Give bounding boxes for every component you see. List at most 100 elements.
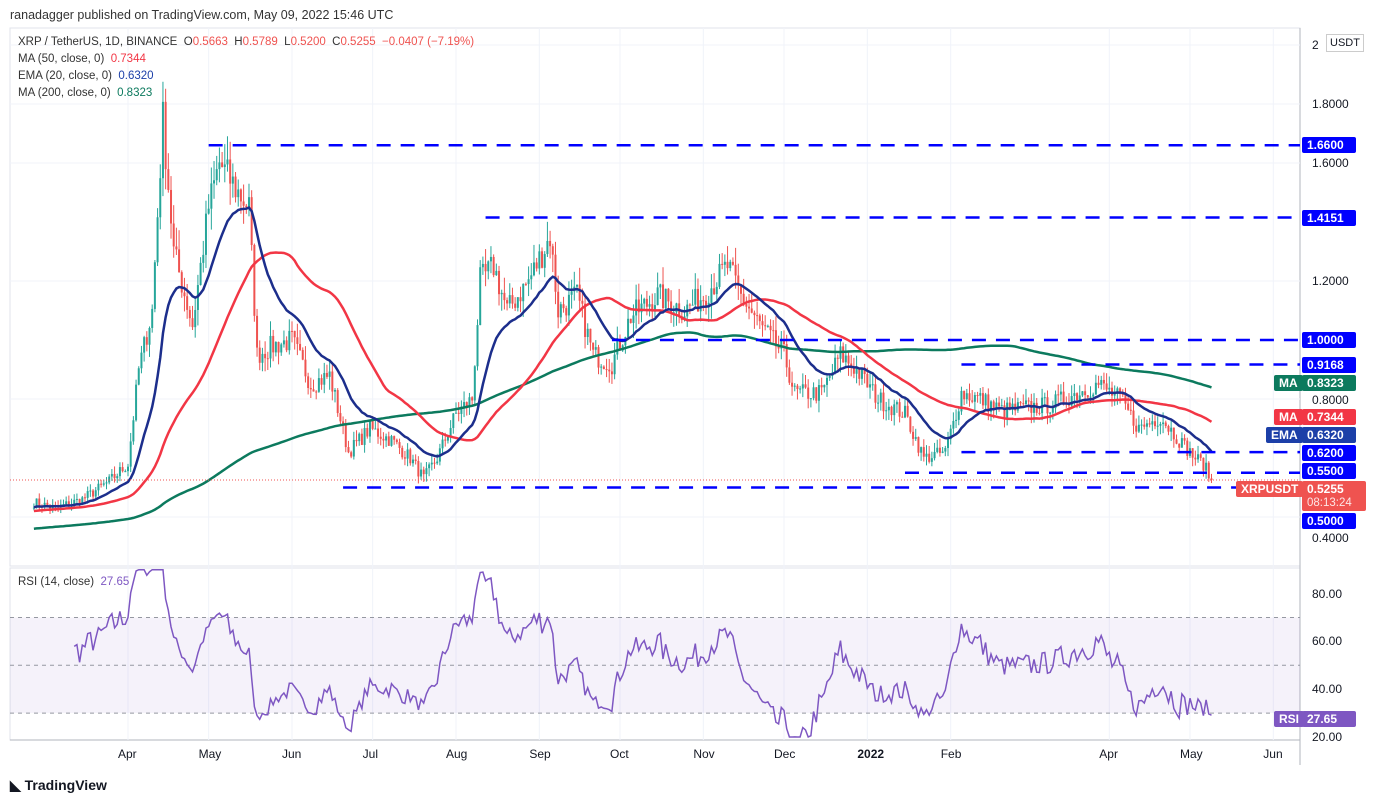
candle-body xyxy=(1145,423,1148,427)
candle-body xyxy=(554,254,557,292)
candle-body xyxy=(492,256,495,276)
candle-body xyxy=(422,469,425,475)
candle-body xyxy=(707,302,710,307)
rsi-tick-label: 60.00 xyxy=(1312,634,1343,649)
candle-body xyxy=(815,387,818,401)
candle-body xyxy=(764,325,767,327)
candle-body xyxy=(608,369,611,372)
candle-body xyxy=(675,303,678,313)
candle-body xyxy=(632,315,635,323)
candle-body xyxy=(514,303,517,308)
ma200-label: MA (200, close, 0) xyxy=(18,87,111,99)
candle-body xyxy=(178,249,181,273)
candle-body xyxy=(871,384,874,386)
candle-body xyxy=(428,464,431,469)
candle-body xyxy=(1172,427,1175,440)
candle-body xyxy=(65,501,68,505)
ma50-tag-name: MA xyxy=(1274,409,1303,425)
rsi-legend[interactable]: RSI (14, close) 27.65 xyxy=(18,576,129,588)
candle-body xyxy=(102,483,105,485)
level-price-tag: 1.0000 xyxy=(1302,332,1356,348)
candle-body xyxy=(86,491,89,498)
candle-body xyxy=(183,292,186,297)
candle-body xyxy=(696,288,699,312)
candle-body xyxy=(307,376,310,388)
candle-body xyxy=(524,283,527,285)
time-tick-label: 2022 xyxy=(857,747,885,761)
candle-body xyxy=(602,366,605,370)
price-tag: 0.5255 08:13:24 xyxy=(1302,481,1366,511)
candle-body xyxy=(543,254,546,268)
rsi-line xyxy=(73,568,1212,739)
candle-body xyxy=(323,372,326,385)
candle-body xyxy=(729,261,732,269)
candle-body xyxy=(1062,391,1065,404)
candle-body xyxy=(855,367,858,374)
candle-body xyxy=(597,347,600,368)
candle-body xyxy=(1162,422,1165,425)
candle-body xyxy=(1105,383,1108,390)
candle-body xyxy=(809,398,812,400)
candle-body xyxy=(406,449,409,459)
ema20-legend[interactable]: EMA (20, close, 0) 0.6320 xyxy=(18,70,154,82)
candle-body xyxy=(912,431,915,439)
candle-body xyxy=(627,318,630,338)
price-tick-label: 2 xyxy=(1312,38,1319,52)
ma200-tag-name: MA xyxy=(1274,375,1303,391)
candle-body xyxy=(898,402,901,417)
candle-body xyxy=(299,343,302,350)
currency-label[interactable]: USDT xyxy=(1326,34,1364,52)
candle-body xyxy=(1119,388,1122,394)
candle-body xyxy=(473,366,476,401)
candle-body xyxy=(653,305,656,312)
candle-body xyxy=(721,263,724,265)
candle-body xyxy=(116,476,119,479)
rsi-value: 27.65 xyxy=(100,576,130,588)
candle-body xyxy=(726,261,729,269)
candle-body xyxy=(1183,438,1186,441)
ma50-legend[interactable]: MA (50, close, 0) 0.7344 xyxy=(18,53,146,65)
candle-body xyxy=(893,404,896,416)
time-tick-label: May xyxy=(198,747,222,761)
candle-body xyxy=(151,308,154,328)
candle-body xyxy=(1097,382,1100,385)
candle-body xyxy=(511,295,514,304)
candle-body xyxy=(100,483,103,485)
brand-label: TradingView xyxy=(24,777,107,793)
candle-body xyxy=(998,402,1001,407)
candle-body xyxy=(1108,387,1111,390)
candle-body xyxy=(500,292,503,295)
candle-body xyxy=(890,406,893,416)
candle-body xyxy=(863,368,866,375)
candle-body xyxy=(610,371,613,375)
candle-body xyxy=(331,371,334,392)
candle-body xyxy=(325,372,328,377)
tradingview-logo[interactable]: ◣ TradingView xyxy=(10,777,107,793)
candle-body xyxy=(522,283,525,302)
candle-body xyxy=(852,366,855,374)
candle-body xyxy=(820,385,823,388)
candle-body xyxy=(118,467,121,477)
candle-body xyxy=(506,300,509,304)
candle-body xyxy=(1207,462,1210,479)
ma200-legend[interactable]: MA (200, close, 0) 0.8323 xyxy=(18,87,152,99)
candle-body xyxy=(430,462,433,465)
candle-body xyxy=(1180,438,1183,448)
candle-body xyxy=(1127,403,1130,410)
candle-body xyxy=(575,284,578,287)
candle-body xyxy=(137,368,140,385)
candle-body xyxy=(973,395,976,402)
candle-body xyxy=(377,428,380,437)
level-price-tag: 0.5500 xyxy=(1302,463,1356,479)
price-tick-label: 0.4000 xyxy=(1312,531,1349,545)
candle-body xyxy=(237,189,240,198)
candle-body xyxy=(1102,379,1105,384)
candle-body xyxy=(258,347,261,363)
candle-body xyxy=(433,462,436,464)
candle-body xyxy=(1156,425,1159,427)
published-line: ranadagger published on TradingView.com,… xyxy=(10,8,394,22)
candle-body xyxy=(223,164,226,168)
candle-body xyxy=(229,159,232,184)
candle-body xyxy=(234,176,237,198)
